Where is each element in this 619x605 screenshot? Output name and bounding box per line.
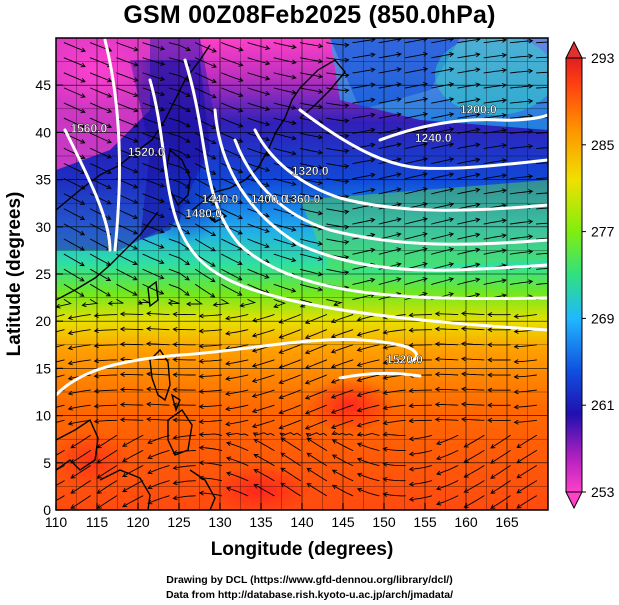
x-tick-label: 120 xyxy=(126,514,150,530)
contour-label: 1520.0 xyxy=(386,353,423,367)
colorbar-tick-label: 253 xyxy=(591,484,615,500)
colorbar-tick-label: 261 xyxy=(591,397,615,413)
y-tick-label: 10 xyxy=(35,408,51,424)
x-tick-label: 130 xyxy=(208,514,232,530)
x-tick-label: 140 xyxy=(290,514,314,530)
y-tick-label: 20 xyxy=(35,313,51,329)
y-tick-label: 5 xyxy=(43,455,51,471)
y-tick-label: 40 xyxy=(35,124,51,140)
contour-label: 1320.0 xyxy=(292,164,329,178)
chart-title: GSM 00Z08Feb2025 (850.0hPa) xyxy=(123,1,496,29)
height-contours xyxy=(56,38,548,397)
contour-label: 1240.0 xyxy=(415,131,452,145)
contour-label: 1440.0 xyxy=(202,192,239,206)
x-tick-label: 160 xyxy=(454,514,478,530)
y-tick-label: 15 xyxy=(35,360,51,376)
colorbar-tick-label: 277 xyxy=(591,224,615,240)
y-tick-label: 45 xyxy=(35,77,51,93)
colorbar-tick-label: 269 xyxy=(591,310,615,326)
y-axis-label: Latitude (degrees) xyxy=(4,192,25,357)
contour-label: 1360.0 xyxy=(284,192,321,206)
contour-label: 1560.0 xyxy=(70,121,107,135)
colorbar: 253 261 269 277 285 293 xyxy=(565,40,615,510)
contour-label: 1480.0 xyxy=(185,206,222,220)
y-tick-label: 0 xyxy=(43,502,51,518)
colorbar-max-arrow xyxy=(565,40,583,59)
credit-data: Data from http://database.rish.kyoto-u.a… xyxy=(165,589,454,601)
x-tick-label: 165 xyxy=(495,514,519,530)
y-tick-label: 25 xyxy=(35,266,51,282)
x-axis-label: Longitude (degrees) xyxy=(211,539,394,560)
contour-label: 1520.0 xyxy=(128,145,165,159)
y-axis: 0 5 10 15 20 25 30 35 40 45 xyxy=(35,77,63,518)
y-tick-label: 35 xyxy=(35,172,51,188)
x-tick-label: 150 xyxy=(372,514,396,530)
x-tick-label: 135 xyxy=(249,514,273,530)
streamlines xyxy=(56,38,548,509)
credit-drawing: Drawing by DCL (https://www.gfd-dennou.o… xyxy=(166,574,453,586)
streamline-paths xyxy=(56,38,548,509)
x-tick-label: 110 xyxy=(45,514,68,530)
colorbar-tick-label: 285 xyxy=(591,137,615,153)
colorbar-tick-label: 293 xyxy=(591,50,615,66)
colorbar-min-arrow xyxy=(565,491,583,510)
x-tick-label: 145 xyxy=(331,514,355,530)
contour-label: 1400.0 xyxy=(251,192,288,206)
x-tick-label: 115 xyxy=(86,514,109,530)
x-tick-label: 155 xyxy=(413,514,437,530)
contour-label: 1200.0 xyxy=(460,103,497,117)
x-axis: 110 115 120 125 130 135 140 145 150 155 160 165 xyxy=(45,503,519,530)
colorbar-gradient xyxy=(565,57,583,493)
y-tick-label: 30 xyxy=(35,219,51,235)
x-tick-label: 125 xyxy=(167,514,191,530)
